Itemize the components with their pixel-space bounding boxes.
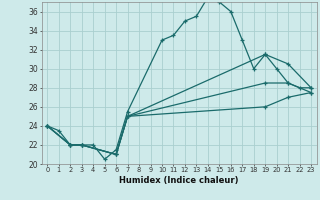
X-axis label: Humidex (Indice chaleur): Humidex (Indice chaleur) xyxy=(119,176,239,185)
